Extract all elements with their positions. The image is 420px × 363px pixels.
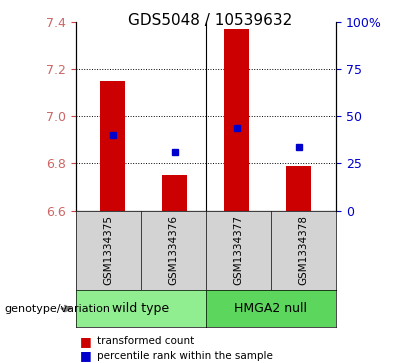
Text: HMGA2 null: HMGA2 null xyxy=(234,302,307,315)
Bar xyxy=(100,81,125,211)
Text: ■: ■ xyxy=(80,335,92,348)
Text: GSM1334377: GSM1334377 xyxy=(234,216,243,285)
Bar xyxy=(286,166,311,211)
Text: ■: ■ xyxy=(80,349,92,362)
Bar xyxy=(224,29,249,211)
Text: GSM1334378: GSM1334378 xyxy=(299,216,308,285)
Text: genotype/variation: genotype/variation xyxy=(4,303,110,314)
Text: GDS5048 / 10539632: GDS5048 / 10539632 xyxy=(128,13,292,28)
Text: GSM1334376: GSM1334376 xyxy=(168,216,178,285)
Text: percentile rank within the sample: percentile rank within the sample xyxy=(97,351,273,361)
Text: transformed count: transformed count xyxy=(97,336,194,346)
Text: wild type: wild type xyxy=(112,302,169,315)
Text: GSM1334375: GSM1334375 xyxy=(103,216,113,285)
Bar xyxy=(163,175,187,211)
